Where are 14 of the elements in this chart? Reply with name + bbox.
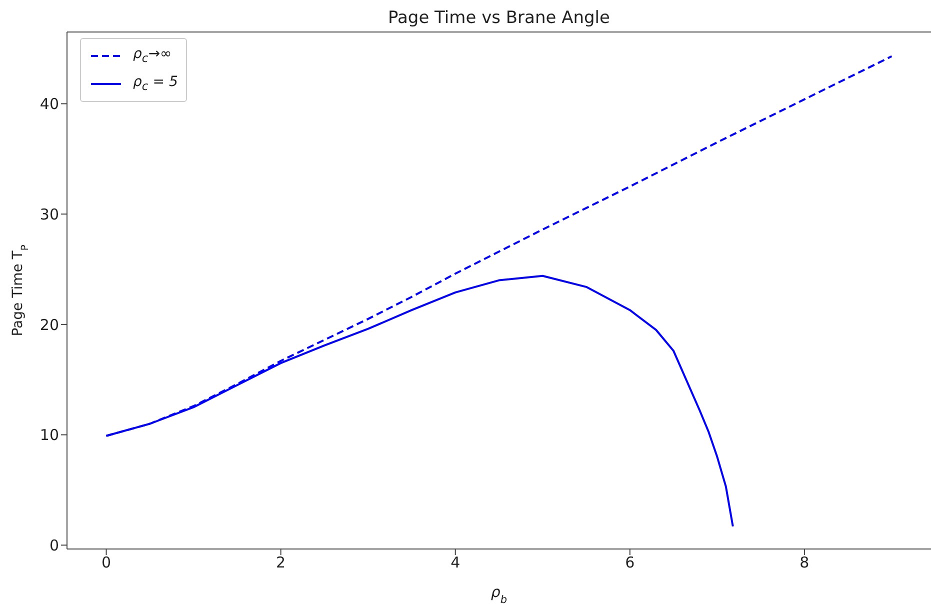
y-tick-label: 30 [40, 205, 59, 224]
x-tick-label: 2 [276, 554, 286, 572]
x-tick-label: 8 [800, 554, 810, 572]
legend-label: ρ$_{c}$ = 5 [133, 72, 178, 95]
chart-title: Page Time vs Brane Angle [387, 8, 611, 28]
legend-label: ρ$_{c}$→∞ [133, 45, 172, 67]
y-tick-label: 20 [40, 316, 59, 334]
y-tick-label: 40 [40, 95, 59, 114]
x-tick-label: 4 [450, 554, 460, 572]
x-tick-label: 6 [625, 554, 635, 572]
x-tick-label: 0 [102, 554, 112, 572]
x-axis-title: ρ$_{b}$ [490, 583, 508, 604]
y-tick-label: 10 [40, 426, 59, 444]
y-tick-label: 0 [49, 536, 59, 554]
